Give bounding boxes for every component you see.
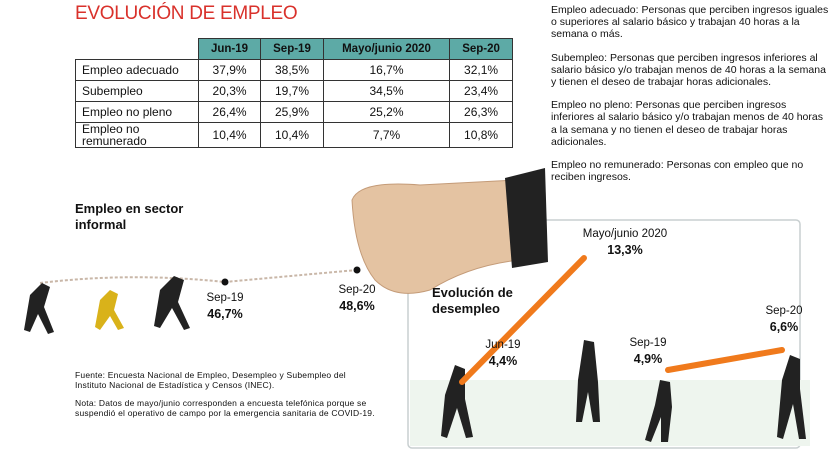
row-label: Empleo adecuado [75,59,199,81]
desempleo-frame [407,219,801,449]
definition: Empleo no pleno: Personas que perciben i… [551,99,823,148]
cell: 38,5% [260,59,324,81]
cell: 25,9% [260,101,324,123]
source: Fuente: Encuesta Nacional de Empleo, Des… [75,370,346,390]
point-label: Sep-19 [206,292,244,304]
cell: 10,4% [260,122,324,148]
hand [351,179,521,294]
sleeve [505,168,548,268]
column-header: Sep-20 [449,38,513,60]
trend-line [665,347,785,373]
row-label: Empleo no pleno [75,101,199,123]
cell: 16,7% [322,59,451,81]
row-label: Subempleo [75,80,199,102]
cell: 10,4% [197,122,262,148]
cell: 34,5% [322,80,451,102]
point-label: Sep-19 [629,337,667,349]
cell: 20,3% [197,80,262,102]
cell: 7,7% [322,122,451,148]
table-row: Subempleo 20,3% 19,7% 34,5% 23,4% [75,80,513,102]
column-header: Sep-19 [260,38,324,60]
point-value: 48,6% [339,299,375,313]
figures [24,276,806,442]
point [221,278,229,286]
trend-line [459,255,587,385]
title: EVOLUCIÓN DE EMPLEO [75,3,298,24]
cell: 32,1% [449,59,513,81]
definition: Empleo adecuado: Personas que perciben i… [551,4,829,41]
table-row: Empleo adecuado 37,9% 38,5% 16,7% 32,1% [75,59,513,81]
cell: 10,8% [449,122,513,148]
city-backdrop [410,380,810,446]
column-header: Mayo/junio 2020 [322,38,451,60]
informal-title: Empleo en sector informal [75,201,184,232]
point-value: 4,9% [633,352,663,366]
note: Nota: Datos de mayo/junio corresponden a… [75,398,375,418]
point-value: 4,4% [488,354,518,368]
header-row: Jun-19 Sep-19 Mayo/junio 2020 Sep-20 [75,38,513,60]
cell: 23,4% [449,80,513,102]
rope [39,269,358,284]
cell: 26,4% [197,101,262,123]
point-label: Jun-19 [485,339,521,351]
cell: 37,9% [197,59,262,81]
point-value: 13,3% [607,243,643,257]
point [353,266,361,274]
cell: 26,3% [449,101,513,123]
header-blank [75,38,199,60]
point-label: Sep-20 [765,305,803,317]
point-label: Sep-20 [338,284,376,296]
definition: Empleo no remunerado: Personas con emple… [551,159,804,184]
table-row: Empleo no remunerado 10,4% 10,4% 7,7% 10,8% [75,122,513,148]
footnotes: Fuente: Encuesta Nacional de Empleo, Des… [75,370,375,426]
cell: 25,2% [322,101,451,123]
point-value: 6,6% [769,320,799,334]
row-label: Empleo no remunerado [75,122,199,148]
point-label: Mayo/junio 2020 [582,228,668,240]
column-header: Jun-19 [197,38,262,60]
table-row: Empleo no pleno 26,4% 25,9% 25,2% 26,3% [75,101,513,123]
cell: 19,7% [260,80,324,102]
desempleo-title: Evolución de desempleo [432,285,513,316]
point-value: 46,7% [207,307,243,321]
definition: Subempleo: Personas que perciben ingreso… [551,51,826,89]
employment-table: Jun-19 Sep-19 Mayo/junio 2020 Sep-20 Empleo… [75,38,513,148]
definitions: Empleo adecuado: Personas que perciben i… [551,4,831,194]
